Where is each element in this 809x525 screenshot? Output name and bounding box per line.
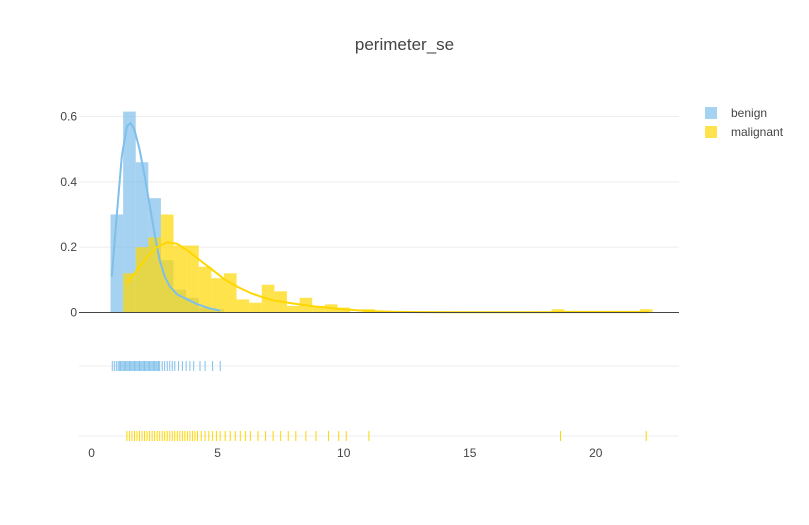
rug-malignant xyxy=(126,431,647,441)
histogram-bar-malignant xyxy=(135,247,149,313)
histogram-bar-benign xyxy=(110,214,124,313)
y-tick-label: 0 xyxy=(70,306,77,320)
y-tick-label: 0.6 xyxy=(60,110,77,124)
legend[interactable]: benign malignant xyxy=(705,106,784,139)
legend-label-malignant: malignant xyxy=(731,125,784,139)
histogram-bar-malignant xyxy=(211,278,224,313)
histogram-bar-malignant xyxy=(173,245,187,313)
legend-item-benign[interactable]: benign xyxy=(705,106,767,120)
histogram-bar-benign xyxy=(123,111,136,313)
x-tick-label: 0 xyxy=(88,446,95,460)
histogram-bars xyxy=(110,111,653,313)
legend-label-benign: benign xyxy=(731,106,767,120)
legend-swatch-benign xyxy=(705,107,717,119)
histogram-bar-malignant xyxy=(249,302,262,313)
histogram-bar-malignant xyxy=(312,305,325,313)
histogram-bar-malignant xyxy=(639,309,653,313)
histogram-bar-malignant xyxy=(236,299,250,313)
histogram-bar-malignant xyxy=(223,273,237,313)
histogram-malignant xyxy=(123,214,653,313)
x-tick-label: 5 xyxy=(214,446,221,460)
chart-title: perimeter_se xyxy=(355,35,454,54)
x-tick-label: 10 xyxy=(337,446,351,460)
histogram-bar-malignant xyxy=(160,214,174,313)
x-tick-label: 15 xyxy=(463,446,477,460)
histogram-bar-malignant xyxy=(186,245,199,313)
histogram-bar-malignant xyxy=(286,305,300,313)
legend-swatch-malignant xyxy=(705,126,717,138)
histogram-bar-malignant xyxy=(148,237,161,313)
histogram-bar-malignant xyxy=(551,309,565,313)
kde-line-benign xyxy=(110,122,221,312)
histogram-bar-malignant xyxy=(198,266,212,313)
y-tick-label: 0.2 xyxy=(60,240,77,254)
axes: 0 0.2 0.4 0.6 0 5 10 15 20 xyxy=(60,110,679,460)
x-tick-label: 20 xyxy=(589,446,603,460)
histogram-bar-malignant xyxy=(123,273,136,313)
legend-item-malignant[interactable]: malignant xyxy=(705,125,784,139)
rug-plots xyxy=(111,361,647,441)
y-tick-label: 0.4 xyxy=(60,175,77,189)
rug-benign xyxy=(111,361,221,371)
